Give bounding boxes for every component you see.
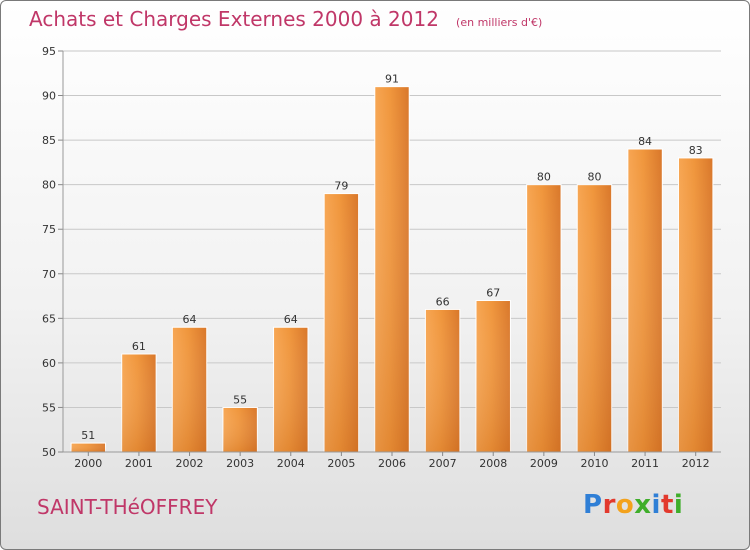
value-label-2005: 79 (334, 180, 348, 193)
commune-name: SAINT-THéOFFREY (37, 495, 218, 519)
logo-letter: o (615, 490, 635, 520)
bar-shade-2009 (526, 184, 562, 452)
x-tick-label-2002: 2002 (176, 457, 204, 470)
x-tick-label-2011: 2011 (631, 457, 659, 470)
bar-shade-2005 (324, 193, 359, 453)
x-tick-label-2000: 2000 (74, 457, 102, 470)
bar-shade-2004 (273, 327, 308, 452)
value-label-2009: 80 (537, 171, 551, 184)
x-tick-label-2012: 2012 (682, 457, 710, 470)
bar-shade-2001 (121, 353, 157, 452)
logo-letter: t (660, 490, 674, 520)
logo-letter: x (634, 490, 652, 520)
value-label-2001: 61 (132, 340, 146, 353)
proxiti-logo: Proxiti (583, 490, 683, 520)
x-tick-label-2008: 2008 (479, 457, 507, 470)
logo-letter: i (651, 490, 661, 520)
x-tick-label-2010: 2010 (580, 457, 608, 470)
bar-shade-2011 (627, 149, 663, 452)
value-label-2011: 84 (638, 135, 652, 148)
x-tick-label-2003: 2003 (226, 457, 254, 470)
y-tick-label: 80 (42, 179, 56, 192)
value-label-2006: 91 (385, 73, 399, 86)
x-tick-label-2007: 2007 (429, 457, 457, 470)
y-tick-label: 95 (42, 45, 56, 58)
value-label-2010: 80 (587, 171, 601, 184)
y-tick-label: 85 (42, 134, 56, 147)
value-label-2012: 83 (689, 144, 703, 157)
value-label-2007: 66 (436, 295, 450, 308)
bar-shade-2007 (425, 309, 460, 452)
bar-shade-2003 (222, 407, 258, 452)
y-tick-label: 60 (42, 357, 56, 370)
chart-subtitle: (en milliers d'€) (456, 16, 543, 29)
labels: 50 55 60 65 70 75 80 85 90 95 51 2000 61 2001 64 2002 55… (42, 45, 710, 470)
x-tick-label-2004: 2004 (277, 457, 305, 470)
logo-letter: P (583, 490, 603, 520)
value-label-2008: 67 (486, 287, 500, 300)
value-label-2000: 51 (81, 429, 95, 442)
y-tick-label: 70 (42, 268, 56, 281)
x-tick-label-2005: 2005 (327, 457, 355, 470)
bar-shade-2008 (476, 300, 511, 452)
y-tick-label: 55 (42, 401, 56, 414)
value-label-2004: 64 (284, 313, 298, 326)
x-tick-label-2009: 2009 (530, 457, 558, 470)
bar-shade-2010 (577, 184, 612, 452)
value-label-2003: 55 (233, 393, 247, 406)
bars (70, 86, 714, 453)
x-tick-label-2001: 2001 (125, 457, 153, 470)
x-tick-label-2006: 2006 (378, 457, 406, 470)
y-tick-label: 65 (42, 312, 56, 325)
y-tick-label: 50 (42, 446, 56, 459)
chart-title: Achats et Charges Externes 2000 à 2012 (29, 7, 439, 31)
logo-letter: r (602, 490, 616, 520)
bar-shade-2012 (678, 157, 713, 452)
bar-shade-2006 (374, 86, 410, 453)
y-tick-label: 75 (42, 223, 56, 236)
chart-title-row: Achats et Charges Externes 2000 à 2012 (… (29, 7, 542, 31)
y-tick-label: 90 (42, 90, 56, 103)
bar-shade-2000 (71, 443, 106, 452)
value-label-2002: 64 (183, 313, 197, 326)
bar-shade-2002 (172, 327, 207, 452)
axes (58, 50, 721, 456)
logo-letter: i (673, 490, 684, 520)
